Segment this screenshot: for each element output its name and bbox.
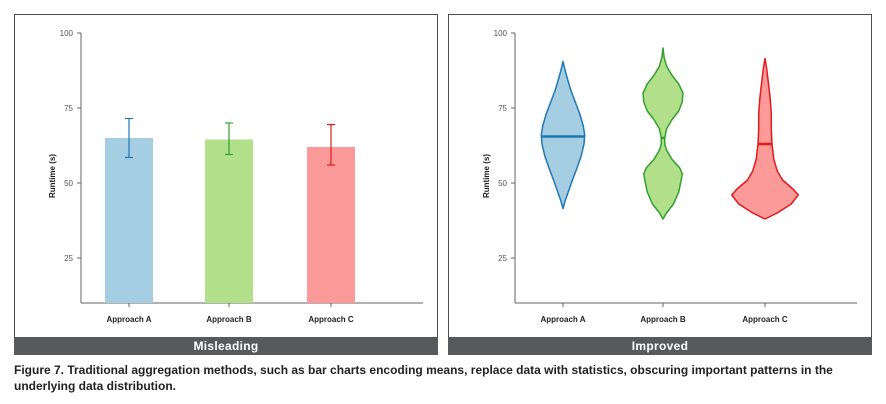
violin-chart: 25 50 75 100 Approach A Approach B Approach C R… (482, 29, 857, 324)
bar (205, 139, 253, 303)
x-tick-label: Approach B (640, 315, 686, 324)
x-tick-label: Approach A (106, 315, 151, 324)
y-tick-label: 100 (60, 29, 74, 38)
panel-footer-improved: Improved (448, 337, 872, 355)
y-tick-label: 50 (498, 179, 507, 188)
x-tick-label: Approach C (742, 315, 788, 324)
bar-chart: 25 50 75 100 Approach A Approach B Approach C R… (48, 29, 423, 324)
x-tick-label: Approach A (540, 315, 585, 324)
y-tick-label: 25 (64, 254, 73, 263)
y-tick-label: 75 (498, 104, 507, 113)
y-tick-label: 50 (64, 179, 73, 188)
panel-footer-misleading: Misleading (14, 337, 438, 355)
bar (105, 138, 153, 303)
violin (642, 47, 684, 220)
figure-caption: Figure 7. Traditional aggregation method… (14, 363, 833, 393)
y-tick-label: 25 (498, 254, 507, 263)
violin (540, 60, 586, 210)
violin (731, 57, 799, 220)
y-tick-label: 100 (494, 29, 508, 38)
bar (307, 147, 355, 303)
y-axis-label: Runtime (s) (482, 154, 491, 198)
x-tick-label: Approach B (206, 315, 252, 324)
bar-chart-panel: 25 50 75 100 Approach A Approach B Approach C R… (14, 14, 438, 355)
violin-chart-panel: 25 50 75 100 Approach A Approach B Approach C R… (448, 14, 872, 355)
y-tick-label: 75 (64, 104, 73, 113)
x-tick-label: Approach C (308, 315, 354, 324)
y-axis-label: Runtime (s) (48, 154, 57, 198)
